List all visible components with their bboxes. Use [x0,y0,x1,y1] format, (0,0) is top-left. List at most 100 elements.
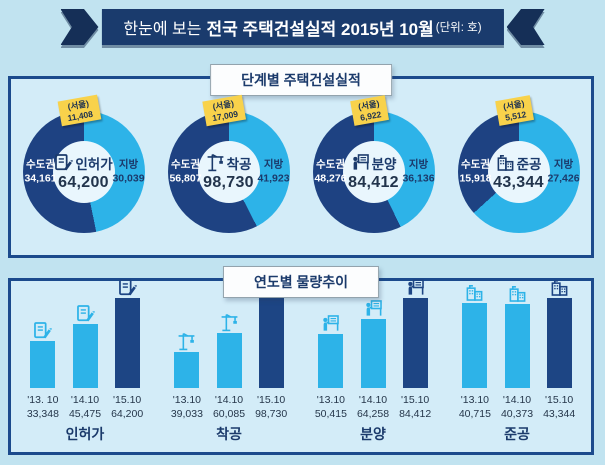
metro-slice-label: 수도권 15,918 [449,158,503,185]
donut-label: 준공 [516,156,542,172]
metro-slice-label: 수도권 56,807 [159,158,213,185]
bar-column: '15.10 84,412 [399,278,431,421]
local-slice-label: 지방 30,039 [102,158,156,185]
group-label: 착공 [216,426,242,442]
bar-group-complete: '13.10 40,715 '14.10 40,373 [446,278,588,444]
local-value: 41,923 [257,172,290,184]
donut-ring: (서울) 11,408 수도권 34,161 지방 30,039 [22,94,145,233]
local-value: 30,039 [112,172,145,184]
bar-group-start: '13.10 39,033 '14.10 60,085 [158,278,300,444]
yearly-section-panel: 연도별 물량추이 '13. 10 33,348 [8,266,594,455]
metro-slice-label: 수도권 48,276 [304,158,358,185]
bar-year: '14.10 [358,393,388,406]
local-value: 36,136 [402,172,435,184]
donut-chart-start: (서울) 17,009 수도권 56,807 지방 41,923 [158,94,299,233]
metro-value: 56,807 [169,172,202,184]
stage-section-panel: 단계별 주택건설실적 (서울) 11,408 수도권 34,161 지방 30,… [8,64,594,258]
local-value: 27,426 [547,172,580,184]
bar-column: '14.10 40,373 [501,284,533,421]
donut-ring: (서울) 17,009 수도권 56,807 지방 41,923 [167,94,290,233]
metro-name: 수도권 [461,158,490,171]
tower-crane-icon [220,313,239,332]
donut-label: 분양 [371,156,397,172]
donut-ring: (서울) 6,922 수도권 48,276 지방 36,136 [312,95,435,233]
bar-column: '15.10 98,730 [255,278,287,421]
presenter-board-icon [321,314,340,333]
bar-year: '15.10 [400,393,430,406]
donut-label: 인허가 [75,156,113,172]
bar-column: '14.10 64,258 [357,299,389,421]
metro-name: 수도권 [26,158,55,171]
bar-value: 40,373 [500,407,534,420]
bar-year: '14.10 [214,393,244,406]
bar-value: 64,200 [111,407,144,420]
bar-value: 98,730 [255,407,288,420]
bar-column: '15.10 64,200 [111,278,143,421]
local-name: 지방 [408,158,429,171]
bar-2015 [546,297,572,388]
document-pencil-icon [33,321,52,340]
bar-group-sale: '13.10 50,415 '14.10 64,258 [302,278,444,444]
bar-value: 43,344 [543,407,576,420]
bar-2015 [402,297,428,388]
donut-center: 준공 43,344 [487,141,550,203]
local-name: 지방 [118,158,139,171]
bar-group-permit: '13. 10 33,348 '14.10 45,475 [14,278,156,444]
bar-column: '13.10 39,033 [171,332,203,421]
banner-title: 전국 주택건설실적 2015년 10월 [206,19,434,39]
donut-center: 착공 98,730 [197,141,260,203]
bar-column: '14.10 60,085 [213,313,245,421]
section1-title: 단계별 주택건설실적 [210,64,392,96]
seoul-callout: (서울) 11,408 [57,94,101,127]
donut-total: 43,344 [493,173,544,191]
metro-value: 48,276 [314,172,347,184]
donut-label: 착공 [226,156,252,172]
bar-2014 [360,319,386,388]
group-label: 인허가 [65,426,105,442]
banner-unit: (단위: 호) [435,22,482,34]
bar-2015 [258,297,284,388]
local-slice-label: 지방 27,426 [537,158,591,185]
bar-value: 40,715 [458,407,491,420]
presenter-board-icon [406,278,425,297]
bar-year: '13.10 [460,393,490,406]
local-slice-label: 지방 36,136 [392,158,446,185]
bar-value: 60,085 [212,407,246,420]
metro-name: 수도권 [316,158,345,171]
local-name: 지방 [553,158,574,171]
bar-value: 39,033 [170,407,203,420]
donut-row: (서울) 11,408 수도권 34,161 지방 30,039 [11,79,591,255]
bar-2013 [462,303,488,388]
bar-2013 [30,340,56,388]
bar-year: '14.10 [70,393,100,406]
bar-year: '15.10 [544,393,574,406]
bar-column: '13.10 40,715 [459,283,491,421]
ribbon-right-end [506,9,545,45]
donut-total: 84,412 [348,173,399,191]
bar-value: 64,258 [356,407,390,420]
bar-year: '13.10 [316,393,346,406]
bar-column: '15.10 43,344 [543,278,575,421]
document-pencil-icon [76,304,95,323]
ribbon-band: 한눈에 보는 전국 주택건설실적 2015년 10월 (단위: 호) [101,9,504,45]
donut-chart-sale: (서울) 6,922 수도권 48,276 지방 36,136 [303,95,444,233]
bar-2014 [216,332,242,388]
bar-value: 33,348 [26,407,59,420]
donut-center: 인허가 64,200 [52,141,115,203]
metro-value: 15,918 [459,172,492,184]
buildings-icon [508,284,527,303]
bar-year: '14.10 [502,393,532,406]
metro-slice-label: 수도권 34,161 [14,158,68,185]
bar-value: 84,412 [399,407,432,420]
document-pencil-icon [118,278,137,297]
bar-2015 [114,297,140,388]
presenter-board-icon [364,299,383,318]
bar-column: '13.10 50,415 [315,314,347,421]
local-name: 지방 [263,158,284,171]
seoul-callout: (서울) 6,922 [349,95,389,127]
bar-chart-row: '13. 10 33,348 '14.10 45,475 [13,278,589,444]
ribbon-left-end [60,9,99,45]
bar-year: '13.10 [172,393,202,406]
donut-ring: (서울) 5,512 수도권 15,918 지방 27,426 [457,95,580,233]
group-label: 준공 [504,426,530,442]
